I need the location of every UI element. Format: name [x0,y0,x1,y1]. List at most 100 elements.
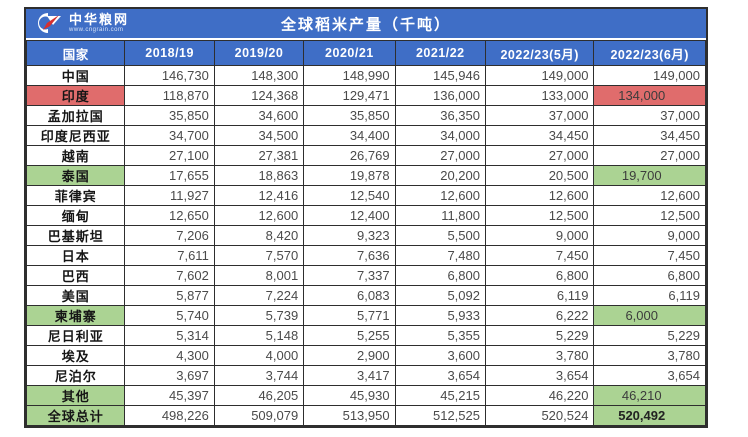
country-cell: 其他 [25,385,126,406]
value-cell: 513,950 [303,405,396,426]
value-cell: 5,148 [213,325,305,346]
value-cell: 5,314 [124,325,215,346]
table-row: 泰国 17,655 18,863 19,878 20,200 20,500 19,700 [25,165,706,186]
table-title-bar: 中华粮网 www.cngrain.com 全球稻米产量（千吨） [26,9,706,40]
value-cell: 6,000 [593,305,706,326]
value-cell: 5,355 [394,325,486,346]
value-cell: 7,611 [124,245,215,266]
value-cell: 19,878 [303,165,396,186]
value-cell: 12,650 [124,205,215,226]
value-cell: 118,870 [124,85,215,106]
value-cell: 6,800 [394,265,486,286]
table-row: 尼日利亚 5,314 5,148 5,255 5,355 5,229 5,229 [25,325,706,346]
country-cell: 孟加拉国 [25,105,126,126]
country-cell: 全球总计 [25,405,126,426]
country-cell: 日本 [25,245,126,266]
value-cell: 18,863 [213,165,305,186]
country-cell: 柬埔寨 [25,305,126,326]
country-cell: 越南 [25,145,126,166]
value-cell: 6,083 [303,285,396,306]
value-cell: 9,000 [484,225,595,246]
value-cell: 4,300 [124,345,215,366]
table-row: 越南 27,100 27,381 26,769 27,000 27,000 27,000 [25,145,706,166]
value-cell: 7,570 [213,245,305,266]
data-grid: 国家 2018/19 2019/20 2020/21 2021/22 2022/23(5月… [25,40,706,426]
value-cell: 7,450 [593,245,706,266]
table-row: 印度尼西亚 34,700 34,500 34,400 34,000 34,450 34,45… [25,125,706,146]
value-cell: 5,933 [394,305,486,326]
value-cell: 148,990 [303,65,396,86]
value-cell: 6,119 [484,285,595,306]
table-row: 尼泊尔 3,697 3,744 3,417 3,654 3,654 3,654 [25,365,706,386]
value-cell: 133,000 [484,85,595,106]
table-row: 巴西 7,602 8,001 7,337 6,800 6,800 6,800 [25,265,706,286]
value-cell: 12,600 [593,185,706,206]
value-cell: 149,000 [484,65,595,86]
rice-production-table: 中华粮网 www.cngrain.com 全球稻米产量（千吨） 国家 2018/1… [24,7,708,428]
value-cell: 27,000 [484,145,595,166]
value-cell: 512,525 [394,405,486,426]
table-row: 其他 45,397 46,205 45,930 45,215 46,220 46,210 [25,385,706,406]
value-cell: 46,210 [593,385,706,406]
value-cell: 12,600 [484,185,595,206]
value-cell: 46,220 [484,385,595,406]
value-cell: 146,730 [124,65,215,86]
value-cell: 12,600 [394,185,486,206]
table-row: 孟加拉国 35,850 34,600 35,850 36,350 37,000 37,000 [25,105,706,126]
country-cell: 印度尼西亚 [25,125,126,146]
table-row: 美国 5,877 7,224 6,083 5,092 6,119 6,119 [25,285,706,306]
country-cell: 菲律宾 [25,185,126,206]
brand-text: 中华粮网 www.cngrain.com [69,13,129,33]
column-header-year: 2021/22 [394,40,486,66]
value-cell: 6,800 [593,265,706,286]
value-cell: 11,800 [394,205,486,226]
value-cell: 3,744 [213,365,305,386]
table-row: 中国 146,730 148,300 148,990 145,946 149,000 149… [25,65,706,86]
value-cell: 3,654 [593,365,706,386]
value-cell: 3,654 [484,365,595,386]
value-cell: 7,206 [124,225,215,246]
value-cell: 3,780 [593,345,706,366]
value-cell: 34,500 [213,125,305,146]
table-row: 巴基斯坦 7,206 8,420 9,323 5,500 9,000 9,000 [25,225,706,246]
value-cell: 45,215 [394,385,486,406]
value-cell: 520,524 [484,405,595,426]
column-header-year: 2019/20 [213,40,305,66]
country-cell: 巴基斯坦 [25,225,126,246]
value-cell: 11,927 [124,185,215,206]
value-cell: 27,000 [394,145,486,166]
table-row: 缅甸 12,650 12,600 12,400 11,800 12,500 12,500 [25,205,706,226]
value-cell: 3,654 [394,365,486,386]
value-cell: 37,000 [593,105,706,126]
value-cell: 6,119 [593,285,706,306]
value-cell: 3,697 [124,365,215,386]
value-cell: 520,492 [593,405,706,426]
value-cell: 129,471 [303,85,396,106]
value-cell: 5,092 [394,285,486,306]
value-cell: 37,000 [484,105,595,126]
value-cell: 4,000 [213,345,305,366]
country-cell: 尼日利亚 [25,325,126,346]
value-cell: 27,381 [213,145,305,166]
cngrain-logo: 中华粮网 www.cngrain.com [31,12,129,34]
value-cell: 34,600 [213,105,305,126]
value-cell: 12,540 [303,185,396,206]
column-header-year: 2020/21 [303,40,396,66]
header-row: 国家 2018/19 2019/20 2020/21 2021/22 2022/23(5月… [25,40,706,66]
value-cell: 5,229 [484,325,595,346]
value-cell: 145,946 [394,65,486,86]
value-cell: 34,400 [303,125,396,146]
value-cell: 20,200 [394,165,486,186]
value-cell: 509,079 [213,405,305,426]
value-cell: 12,416 [213,185,305,206]
value-cell: 7,224 [213,285,305,306]
brand-website: www.cngrain.com [69,27,124,33]
value-cell: 7,337 [303,265,396,286]
page-title: 全球稻米产量（千吨） [280,16,452,33]
table-row: 印度 118,870 124,368 129,471 136,000 133,000 134… [25,85,706,106]
country-cell: 泰国 [25,165,126,186]
value-cell: 5,255 [303,325,396,346]
value-cell: 5,739 [213,305,305,326]
value-cell: 12,600 [213,205,305,226]
value-cell: 7,636 [303,245,396,266]
